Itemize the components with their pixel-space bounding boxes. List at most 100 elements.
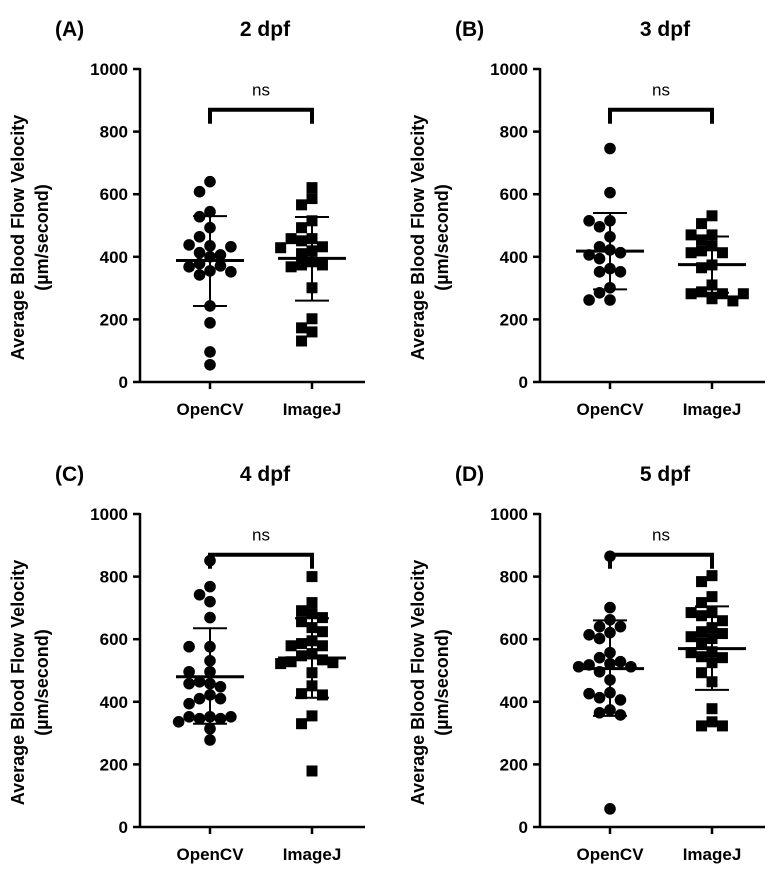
significance-bracket xyxy=(208,107,314,124)
data-point xyxy=(306,193,318,205)
x-tick-label: ImageJ xyxy=(683,845,742,864)
data-point xyxy=(696,234,708,246)
significance-bracket xyxy=(608,107,714,124)
data-point xyxy=(593,691,606,704)
data-point xyxy=(604,550,616,563)
x-tick-label: ImageJ xyxy=(683,400,742,419)
data-point xyxy=(716,247,728,259)
data-point xyxy=(285,261,297,273)
data-point xyxy=(296,248,308,260)
data-point xyxy=(696,262,708,274)
data-point xyxy=(593,620,606,633)
y-tick-label: 200 xyxy=(100,755,128,774)
data-point xyxy=(593,266,606,278)
data-point xyxy=(685,288,697,300)
data-point xyxy=(204,554,216,567)
data-point xyxy=(183,640,195,653)
data-point xyxy=(296,650,308,662)
data-point xyxy=(316,259,328,271)
data-point xyxy=(696,576,708,588)
data-point xyxy=(285,640,297,652)
data-point xyxy=(716,615,728,627)
y-tick-label: 1000 xyxy=(490,505,528,524)
data-point xyxy=(204,580,216,593)
data-point xyxy=(316,689,328,701)
data-point xyxy=(604,601,616,614)
data-point xyxy=(604,803,616,815)
y-tick-label: 600 xyxy=(500,630,528,649)
data-point xyxy=(225,266,237,278)
data-point xyxy=(204,595,216,608)
data-point xyxy=(306,608,318,620)
data-point xyxy=(583,215,595,227)
data-point xyxy=(296,222,308,234)
data-point xyxy=(706,703,718,715)
panel-c: (C) 4 dpf Average Blood Flow Velocity (µm/s… xyxy=(8,463,365,864)
data-point xyxy=(296,259,308,271)
data-point xyxy=(614,694,627,706)
y-tick-label: 400 xyxy=(100,693,128,712)
data-point xyxy=(685,247,697,259)
data-point xyxy=(614,620,627,633)
y-tick-label: 200 xyxy=(500,310,528,329)
data-point xyxy=(306,710,318,722)
data-point xyxy=(685,607,697,619)
y-axis-label: Average Blood Flow Velocity xyxy=(8,560,28,805)
x-tick-label: OpenCV xyxy=(576,400,644,419)
data-point xyxy=(225,711,237,723)
data-point xyxy=(204,611,216,624)
data-point xyxy=(275,242,287,254)
data-point xyxy=(204,734,216,746)
data-point xyxy=(296,605,308,617)
y-tick-label: 1000 xyxy=(90,505,128,524)
data-point xyxy=(183,665,195,678)
data-point xyxy=(625,660,637,673)
significance-label: ns xyxy=(252,81,270,100)
data-point xyxy=(214,712,227,725)
data-point xyxy=(696,651,708,663)
data-point xyxy=(306,571,318,583)
data-point xyxy=(285,656,297,668)
chart-title: 4 dpf xyxy=(240,463,291,486)
data-point xyxy=(306,597,318,609)
data-point xyxy=(706,210,718,222)
data-point xyxy=(706,591,718,603)
data-point xyxy=(296,199,308,211)
y-tick-label: 0 xyxy=(119,818,128,837)
y-tick-label: 1000 xyxy=(90,60,128,79)
data-point xyxy=(604,294,616,306)
data-point xyxy=(296,335,308,347)
series-imagej xyxy=(678,570,746,732)
data-point xyxy=(737,288,749,300)
y-tick-label: 400 xyxy=(100,248,128,267)
data-point xyxy=(296,235,308,247)
data-point xyxy=(706,293,718,305)
y-tick-label: 800 xyxy=(100,568,128,587)
data-point xyxy=(696,667,708,679)
y-tick-label: 1000 xyxy=(490,60,528,79)
data-point xyxy=(593,252,606,265)
panel-label: (D) xyxy=(455,463,484,486)
data-point xyxy=(716,628,728,640)
y-tick-label: 400 xyxy=(500,693,528,712)
data-point xyxy=(193,675,206,688)
y-axis-units: (µm/second) xyxy=(432,184,452,290)
data-point xyxy=(583,629,595,641)
significance-label: ns xyxy=(652,81,670,100)
data-point xyxy=(193,692,206,705)
y-tick-label: 800 xyxy=(100,123,128,142)
data-point xyxy=(727,295,739,307)
data-point xyxy=(706,229,718,241)
data-point xyxy=(593,632,606,645)
data-point xyxy=(183,711,195,723)
data-point xyxy=(685,647,697,659)
y-tick-label: 0 xyxy=(519,373,528,392)
y-tick-label: 800 xyxy=(500,568,528,587)
data-point xyxy=(583,294,595,306)
panel-label: (A) xyxy=(55,18,84,41)
data-point xyxy=(193,185,206,198)
data-point xyxy=(316,626,328,638)
significance-label: ns xyxy=(652,526,670,545)
data-point xyxy=(204,722,216,735)
data-point xyxy=(716,720,728,732)
